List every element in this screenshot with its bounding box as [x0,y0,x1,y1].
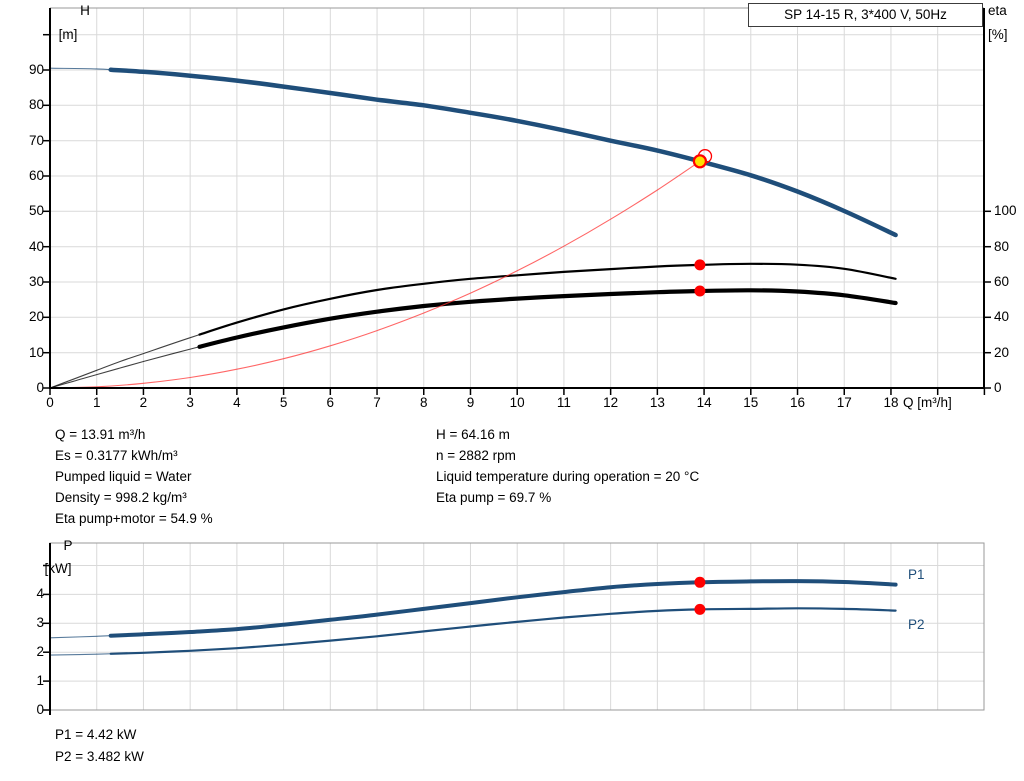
info-q: Q = 13.91 m³/h [55,427,146,442]
q-tick-label: 16 [790,395,806,410]
footer-p2: P2 = 3.482 kW [55,749,144,764]
eta-tick-label: 0 [994,380,1002,395]
q-tick-label: 10 [509,395,525,410]
p2-point [694,603,706,615]
p1-point [694,576,706,588]
p-tick-label: 3 [36,615,44,631]
system-curve-thin [49,160,701,389]
p-tick-label: 1 [36,673,44,689]
h-tick-label: 20 [28,309,44,325]
head-curve-thin [49,67,896,236]
h-tick-label: 50 [28,203,44,219]
info-es: Es = 0.3177 kWh/m³ [55,448,178,463]
q-tick-label: 6 [326,395,335,410]
p-axis-title: P [63,538,73,553]
pump-type-title: SP 14-15 R, 3*400 V, 50Hz [748,3,983,27]
h-tick-label: 0 [36,380,44,395]
head-curve [108,67,898,238]
info-density: Density = 998.2 kg/m³ [55,490,187,505]
info-n: n = 2882 rpm [436,448,516,463]
eta-pump-curve [198,262,897,336]
eta-tick-label: 20 [994,344,1010,360]
h-axis-title: H [80,3,90,18]
q-tick-label: 8 [419,395,428,410]
q-tick-label: 5 [279,395,288,410]
h-tick-label: 30 [28,274,44,289]
h-tick-label: 70 [28,132,44,148]
h-tick-label: 80 [28,97,44,113]
eta-pump-point [694,259,706,271]
p-tick-label: 2 [36,644,44,660]
eta-pump-motor-curve [197,288,898,349]
eta-pump-motor-curve-thin [49,289,896,389]
h-axis-unit: [m] [58,27,78,42]
q-tick-label: 4 [233,395,241,410]
footer-p1: P1 = 4.42 kW [55,727,137,742]
eta-tick-label: 40 [994,309,1010,325]
eta-tick-label: 100 [994,203,1017,219]
q-tick-label: 3 [186,395,194,410]
q-tick-label: 14 [696,395,712,410]
q-tick-label: 15 [743,395,759,410]
info-pumped-liquid: Pumped liquid = Water [55,469,192,484]
eta-tick-label: 80 [994,238,1010,254]
h-tick-label: 90 [28,62,44,77]
info-h: H = 64.16 m [436,427,510,442]
eta-tick-label: 60 [994,274,1010,289]
info-eta-pump: Eta pump = 69.7 % [436,490,552,505]
q-tick-label: 9 [466,395,475,410]
q-tick-label: 13 [649,395,665,410]
h-tick-label: 40 [28,238,44,254]
p-tick-label: 0 [36,702,44,717]
q-tick-label: 1 [92,395,101,410]
q-tick-label: 11 [556,395,571,410]
eta-pump-motor-point [694,285,706,297]
eta-axis-title: eta [988,3,1007,18]
duty-point[interactable] [692,154,708,169]
q-axis-label: Q [m³/h] [903,395,952,410]
p2-series-label: P2 [908,617,925,632]
h-tick-label: 60 [28,168,44,183]
p-axis-unit: [kW] [44,561,72,576]
p2-curve [109,607,897,655]
q-tick-label: 12 [603,395,619,410]
q-tick-label: 18 [883,395,899,410]
info-eta-pump-motor: Eta pump+motor = 54.9 % [55,511,213,526]
info-liquid-temperature: Liquid temperature during operation = 20… [436,469,700,484]
q-tick-label: 2 [139,395,148,410]
p1-curve [108,579,898,638]
h-tick-label: 10 [28,344,44,360]
eta-axis-unit: [%] [988,27,1008,42]
q-tick-label: 7 [373,395,381,410]
p1-series-label: P1 [908,567,925,582]
q-tick-label: 17 [836,395,852,410]
q-tick-label: 0 [46,395,54,410]
p-tick-label: 4 [36,586,44,602]
